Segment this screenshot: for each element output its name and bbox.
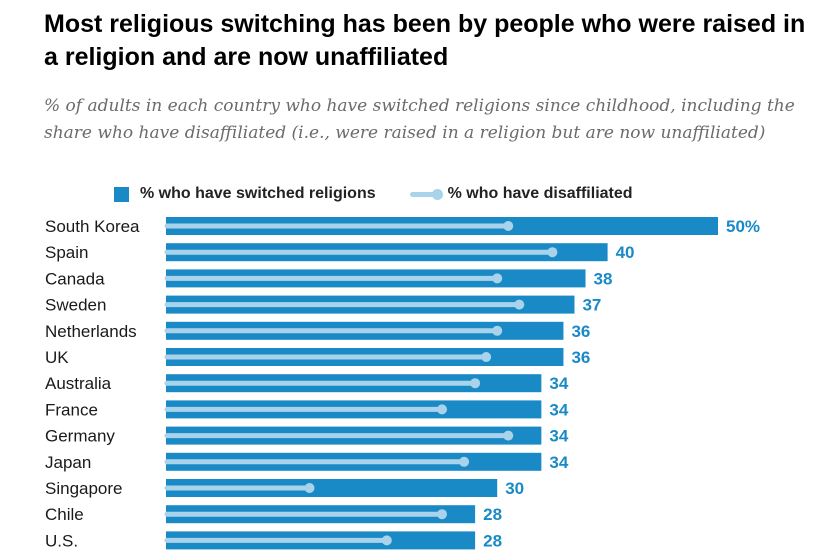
value-label: 37 — [582, 296, 601, 315]
category-label: UK — [45, 348, 69, 367]
value-label: 34 — [549, 400, 568, 419]
dot-disaffiliated — [492, 273, 503, 284]
category-label: South Korea — [45, 217, 140, 236]
dot-disaffiliated — [481, 352, 492, 362]
category-label: Germany — [45, 427, 115, 446]
dot-disaffiliated — [437, 509, 447, 520]
value-label: 36 — [571, 348, 590, 367]
category-label: Netherlands — [45, 322, 137, 341]
category-label: Sweden — [45, 296, 106, 315]
category-label: France — [45, 400, 98, 419]
value-label: 34 — [549, 374, 568, 393]
dot-disaffiliated — [503, 430, 514, 441]
bar-switched — [166, 479, 498, 497]
legend-dot — [431, 188, 443, 200]
dot-disaffiliated — [514, 299, 525, 310]
category-label: Canada — [45, 269, 105, 288]
dot-disaffiliated — [470, 378, 481, 389]
value-label: 34 — [549, 453, 568, 472]
legend-bar-swatch — [114, 186, 129, 202]
legend-label-disaffiliated: % who have disaffiliated — [447, 185, 633, 202]
value-label: 50% — [726, 217, 760, 236]
chart-title: Most religious switching has been by peo… — [44, 10, 806, 71]
legend: % who have switched religions % who have… — [114, 181, 633, 207]
category-label: Chile — [45, 505, 84, 524]
legend-line-swatch — [409, 188, 443, 200]
category-label: Singapore — [45, 479, 123, 498]
legend-label-switched: % who have switched religions — [140, 185, 376, 202]
dot-disaffiliated — [492, 325, 503, 336]
value-label: 36 — [571, 322, 590, 341]
value-label: 28 — [483, 531, 502, 550]
value-label: 30 — [505, 479, 524, 498]
value-label: 28 — [483, 505, 502, 524]
value-label: 40 — [616, 243, 635, 262]
value-label: 34 — [549, 427, 568, 446]
chart-subtitle: % of adults in each country who have swi… — [44, 96, 795, 143]
dot-disaffiliated — [459, 456, 470, 467]
category-label: Australia — [45, 374, 112, 393]
category-label: U.S. — [45, 531, 78, 550]
dot-disaffiliated — [547, 247, 558, 258]
dot-disaffiliated — [381, 535, 392, 546]
dot-disaffiliated — [304, 483, 315, 493]
dot-disaffiliated — [503, 221, 514, 231]
dot-disaffiliated — [437, 404, 447, 415]
category-label: Spain — [45, 243, 88, 262]
category-label: Japan — [45, 453, 91, 472]
value-label: 38 — [594, 269, 613, 288]
